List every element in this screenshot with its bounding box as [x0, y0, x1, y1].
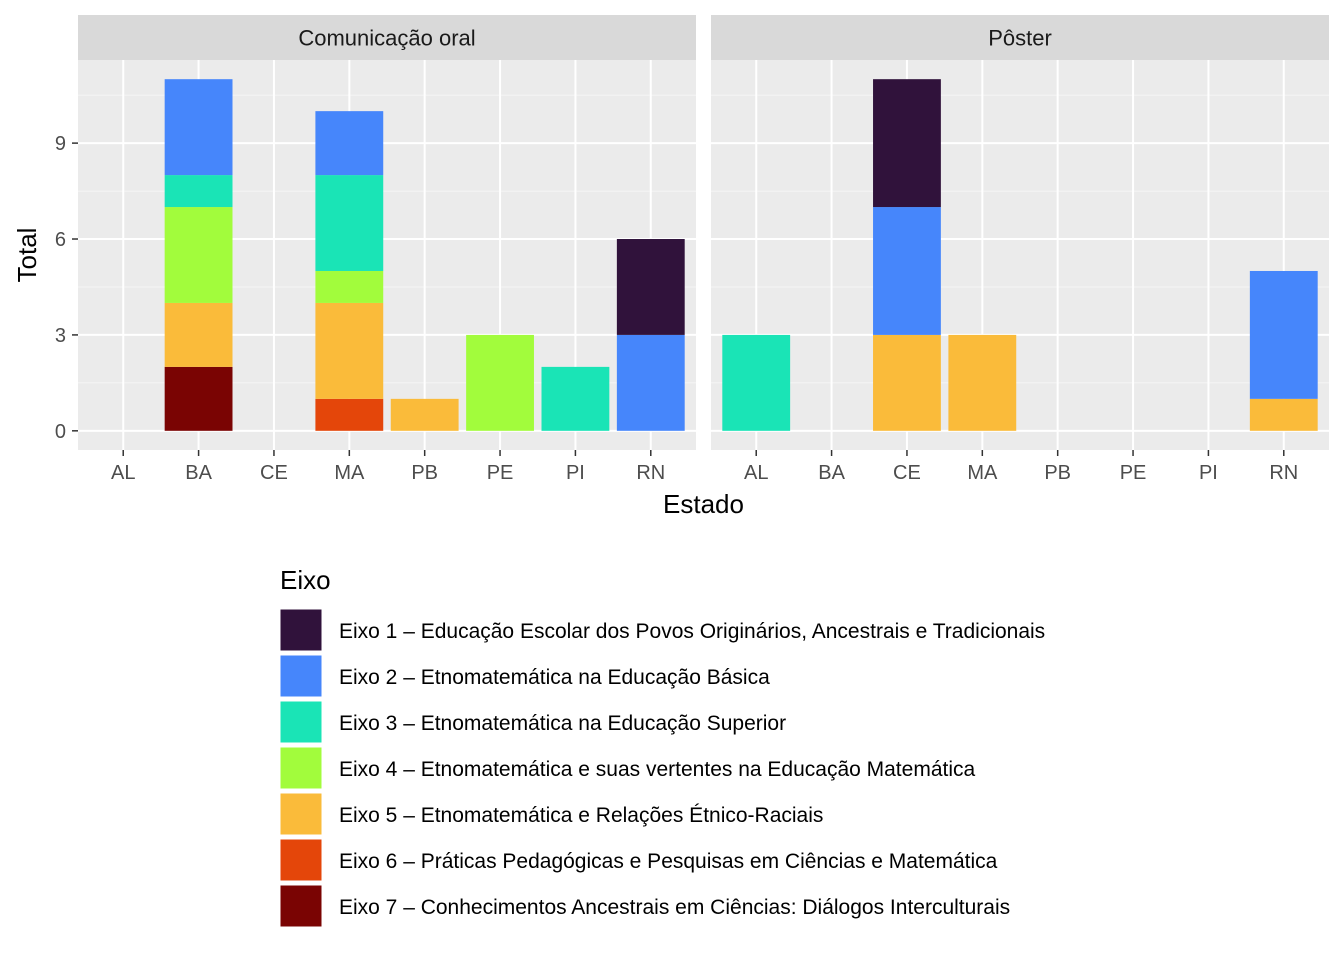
bar-segment	[315, 111, 384, 176]
panel-background	[711, 60, 1329, 450]
y-tick-label: 3	[55, 325, 66, 347]
x-tick-label: PB	[411, 462, 438, 484]
legend-key	[279, 746, 323, 790]
bar-segment	[164, 366, 233, 431]
legend-key	[279, 884, 323, 928]
x-tick-label: RN	[636, 462, 665, 484]
legend-label: Eixo 3 – Etnomatemática na Educação Supe…	[339, 712, 786, 735]
x-tick-label: PE	[487, 462, 514, 484]
bar-segment	[541, 366, 610, 431]
x-tick-label: MA	[967, 462, 998, 484]
legend-key	[279, 654, 323, 698]
legend-key	[279, 792, 323, 836]
x-tick-label: PI	[566, 462, 585, 484]
x-tick-label: AL	[111, 462, 135, 484]
x-tick-label: CE	[260, 462, 288, 484]
legend-label: Eixo 4 – Etnomatemática e suas vertentes…	[339, 758, 975, 781]
y-tick-label: 9	[55, 133, 66, 155]
bar-segment	[164, 207, 233, 303]
legend-key	[279, 700, 323, 744]
x-tick-label: RN	[1269, 462, 1298, 484]
legend-label: Eixo 5 – Etnomatemática e Relações Étnic…	[339, 804, 823, 827]
bar-segment	[315, 175, 384, 271]
facet-strip	[711, 15, 1329, 60]
bar-segment	[616, 334, 685, 431]
facet-strip-title: Pôster	[988, 26, 1052, 51]
bar-segment	[1249, 398, 1318, 431]
legend-title: Eixo	[280, 565, 331, 595]
bar-segment	[722, 334, 791, 431]
bar-segment	[164, 175, 233, 208]
bar-segment	[1249, 270, 1318, 399]
bar-segment	[164, 302, 233, 367]
bar-segment	[616, 239, 685, 335]
x-tick-label: CE	[893, 462, 921, 484]
y-tick-label: 6	[55, 229, 66, 251]
x-axis-title: Estado	[663, 489, 744, 519]
x-tick-label: MA	[334, 462, 365, 484]
x-tick-label: BA	[185, 462, 212, 484]
bar-segment	[315, 398, 384, 431]
x-tick-label: PI	[1199, 462, 1218, 484]
legend-key	[279, 608, 323, 652]
bar-segment	[390, 398, 459, 431]
x-tick-label: BA	[818, 462, 845, 484]
legend-label: Eixo 6 – Práticas Pedagógicas e Pesquisa…	[339, 850, 998, 873]
legend-label: Eixo 1 – Educação Escolar dos Povos Orig…	[339, 620, 1045, 643]
bar-segment	[315, 302, 384, 399]
facet-strip-title: Comunicação oral	[298, 26, 475, 51]
bar-segment	[873, 79, 941, 208]
bar-segment	[873, 334, 941, 431]
bar-segment	[466, 334, 534, 431]
legend-label: Eixo 2 – Etnomatemática na Educação Bási…	[339, 666, 770, 689]
bar-segment	[948, 334, 1017, 431]
x-tick-label: AL	[744, 462, 768, 484]
x-tick-label: PB	[1044, 462, 1071, 484]
facet-strip	[78, 15, 696, 60]
legend-label: Eixo 7 – Conhecimentos Ancestrais em Ciê…	[339, 896, 1010, 919]
bar-segment	[164, 79, 233, 176]
x-tick-label: PE	[1120, 462, 1147, 484]
legend-key	[279, 838, 323, 882]
bar-segment	[315, 270, 384, 303]
y-axis-title: Total	[12, 228, 42, 283]
bar-segment	[873, 207, 941, 335]
y-tick-label: 0	[55, 421, 66, 443]
